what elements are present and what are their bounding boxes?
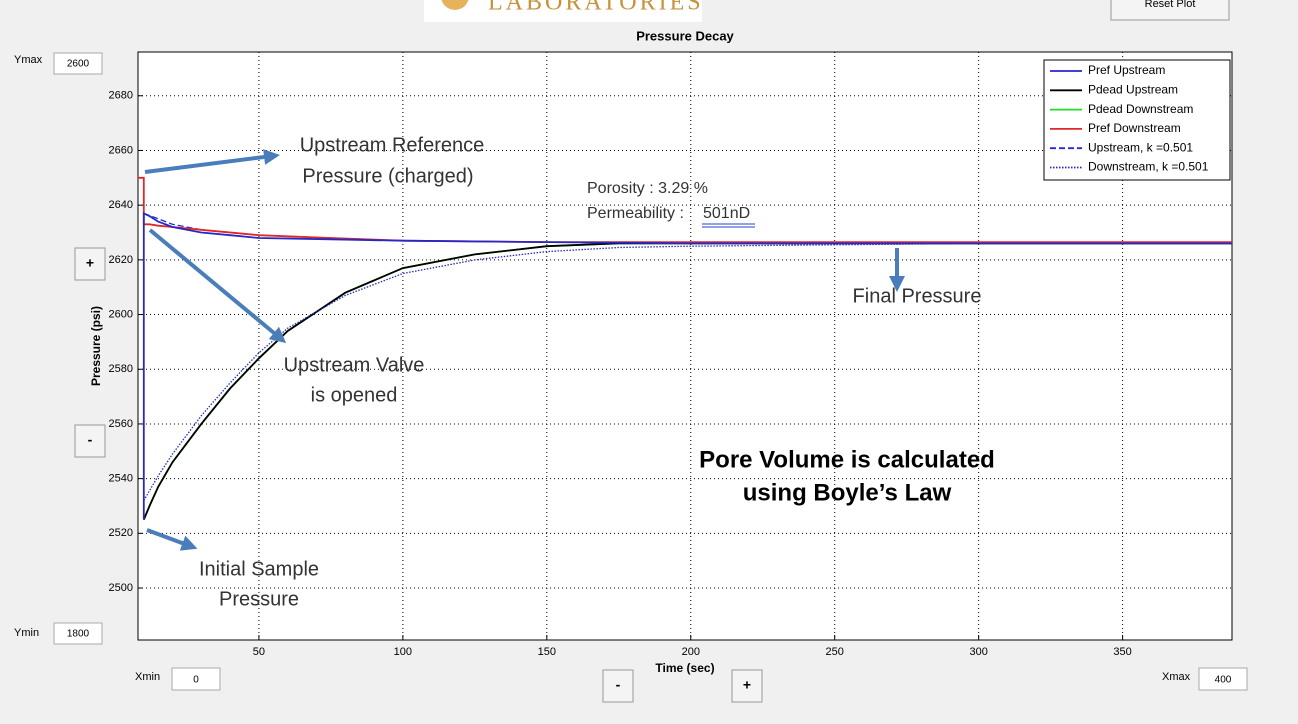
xmin-input[interactable] [171,667,221,691]
x-zoom-in-label[interactable]: + [743,677,751,693]
annotation: Pressure [219,588,299,610]
y-tick-label: 2500 [109,582,133,594]
ymax-label: Ymax [14,54,43,66]
permeability-value: 501nD [703,205,750,222]
porosity: Porosity : 3.29 % [587,180,708,197]
y-tick-label: 2560 [109,418,133,430]
y-tick-label: 2580 [109,363,133,375]
legend-box [1043,59,1231,181]
legend-label: Upstream, k =0.501 [1088,140,1193,154]
permeability-label: Permeability : [587,205,684,222]
logo [424,0,702,22]
series-line [143,242,1232,501]
y-tick-label: 2680 [109,90,133,102]
series-line [138,176,1232,243]
reset-label[interactable]: Reset Plot [1145,0,1196,10]
legend-label: Pdead Downstream [1088,102,1193,116]
ymax-value[interactable]: 2600 [67,59,90,70]
annotation: using Boyle’s Law [743,479,952,506]
ymax-input[interactable] [53,52,103,75]
y-axis-label: Pressure (psi) [89,306,103,386]
y-tick-label: 2640 [109,199,133,211]
y-zoom-out-label[interactable]: - [88,432,93,448]
plot: 2500 2520 2540 2560 2580 2600 2620 2640 2660 2680… [109,51,1233,658]
xmax-value[interactable]: 400 [1215,675,1232,686]
legend-label: Pref Upstream [1088,63,1165,77]
legend-label: Pref Downstream [1088,121,1181,135]
x-tick-label: 350 [1113,646,1131,658]
x-tick-label: 50 [253,646,265,658]
xmin-value[interactable]: 0 [193,675,199,686]
arrow [144,149,280,174]
y-zoom-out[interactable] [74,424,106,458]
ymin-label: Ymin [14,627,39,639]
y-tick-label: 2660 [109,144,133,156]
annotation: Initial Sample [199,558,319,580]
annotation: Upstream Valve [284,354,425,376]
x-tick-label: 150 [538,646,556,658]
x-tick-label: 100 [394,646,412,658]
x-zoom-in[interactable] [731,669,763,703]
annotation: Pressure (charged) [302,165,473,187]
arrow [148,228,287,344]
x-zoom-out[interactable] [602,669,634,703]
annotation: Pore Volume is calculated [699,446,995,473]
logo-text: LABORATORIES [488,0,704,16]
arrow [146,528,198,551]
y-tick-label: 2520 [109,527,133,539]
logo-icon [441,0,469,10]
ymin-input[interactable] [53,622,103,645]
xmax-input[interactable] [1198,667,1248,691]
xmin-label: Xmin [135,671,160,683]
ymin-value[interactable]: 1800 [67,629,90,640]
legend-label: Pdead Upstream [1088,82,1178,96]
legend-label: Downstream, k =0.501 [1088,160,1209,174]
y-tick-label: 2620 [109,254,133,266]
y-zoom-in-label[interactable]: + [86,255,94,271]
y-tick-label: 2540 [109,473,133,485]
y-tick-label: 2600 [109,308,133,320]
x-tick-label: 250 [826,646,844,658]
annotation: Final Pressure [853,285,982,307]
reset-button[interactable] [1110,0,1230,21]
overlay: Upstream Reference Pressure (charged) Up… [144,134,995,610]
y-zoom-in[interactable] [74,247,106,281]
series-line [142,211,1232,520]
x-tick-label: 300 [969,646,987,658]
x-zoom-out-label[interactable]: - [616,677,621,693]
annotation: Upstream Reference [300,134,485,156]
x-tick-label: 200 [682,646,700,658]
chart-title: Pressure Decay [636,28,734,43]
annotation: is opened [311,384,398,406]
x-axis-label: Time (sec) [655,661,714,675]
xmax-label: Xmax [1162,671,1191,683]
